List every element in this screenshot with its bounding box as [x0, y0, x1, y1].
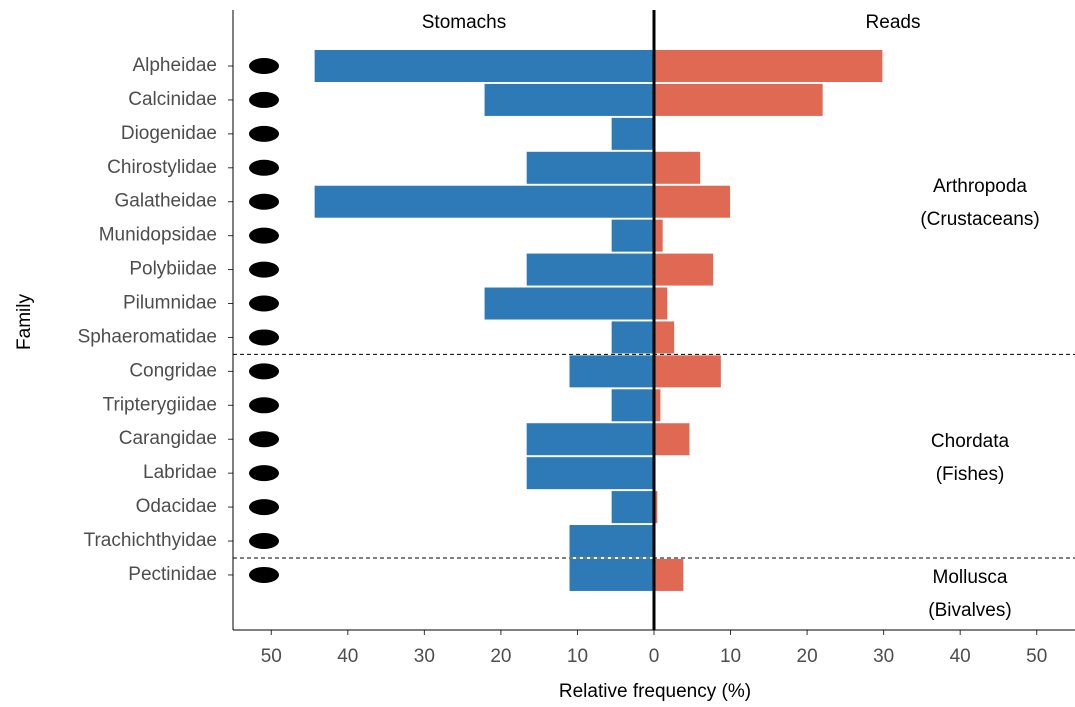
x-tick-label: 50	[1026, 646, 1047, 667]
y-tick-label: Calcinidae	[128, 89, 217, 110]
chart: Relative frequency (%) Family Stomachs Re…	[0, 0, 1075, 707]
bar	[611, 117, 654, 150]
icon	[249, 431, 279, 447]
y-tick-label: Tripterygiidae	[103, 394, 217, 415]
icon	[249, 465, 279, 481]
bar	[569, 355, 654, 388]
bar	[654, 423, 690, 456]
series-header: Stomachs	[422, 12, 506, 33]
group-label: Arthropoda	[933, 176, 1027, 197]
bar	[569, 558, 654, 591]
icon	[249, 126, 279, 142]
icon	[249, 533, 279, 549]
bar	[611, 219, 654, 252]
bar	[654, 50, 883, 83]
bar	[314, 185, 654, 218]
x-tick-label: 30	[873, 646, 894, 667]
icon	[249, 160, 279, 176]
icon	[249, 397, 279, 413]
y-tick-label: Galatheidae	[115, 191, 217, 212]
x-tick-label: 40	[950, 646, 971, 667]
y-axis-label: Family	[14, 294, 35, 350]
x-tick-label: 10	[720, 646, 741, 667]
y-tick-label: Odacidae	[136, 496, 217, 517]
group-label: Chordata	[931, 431, 1010, 452]
y-tick-label: Pectinidae	[128, 564, 217, 585]
y-tick-label: Congridae	[129, 360, 217, 381]
bar	[611, 321, 654, 354]
bar	[654, 355, 721, 388]
icon	[249, 92, 279, 108]
y-tick-label: Chirostylidae	[107, 157, 217, 178]
bar	[611, 389, 654, 422]
y-tick-label: Polybiidae	[129, 259, 217, 280]
icon	[249, 567, 279, 583]
bar	[569, 525, 654, 558]
x-axis-label: Relative frequency (%)	[559, 681, 751, 702]
bar	[314, 50, 654, 83]
group-label: (Fishes)	[936, 464, 1005, 485]
x-tick-label: 10	[567, 646, 588, 667]
bar	[484, 287, 654, 320]
y-tick-label: Sphaeromatidae	[78, 326, 217, 347]
bar	[526, 253, 654, 286]
y-tick-label: Munidopsidae	[99, 225, 217, 246]
group-label: Mollusca	[933, 567, 1008, 588]
icon	[249, 262, 279, 278]
icon	[249, 228, 279, 244]
bar	[654, 287, 668, 320]
y-tick-label: Pilumnidae	[123, 293, 217, 314]
group-label: (Crustaceans)	[920, 209, 1039, 230]
icon	[249, 363, 279, 379]
y-tick-label: Alpheidae	[132, 55, 217, 76]
icon	[249, 194, 279, 210]
bar	[526, 423, 654, 456]
y-tick-label: Diogenidae	[121, 123, 217, 144]
bar	[526, 457, 654, 490]
x-tick-label: 30	[414, 646, 435, 667]
page: {"chart_data": {"type": "diverging-bar",…	[0, 0, 1075, 707]
bar	[654, 321, 675, 354]
x-tick-label: 20	[797, 646, 818, 667]
bar	[484, 83, 654, 116]
icon	[249, 58, 279, 74]
x-tick-label: 40	[337, 646, 358, 667]
bar	[654, 151, 701, 184]
bar	[654, 253, 714, 286]
y-tick-label: Labridae	[143, 462, 217, 483]
group-label: (Bivalves)	[928, 600, 1011, 621]
x-tick-label: 0	[649, 646, 660, 667]
x-tick-label: 20	[490, 646, 511, 667]
y-tick-label: Carangidae	[119, 428, 217, 449]
bar	[654, 558, 684, 591]
bar	[654, 83, 823, 116]
bar	[654, 185, 731, 218]
bar	[611, 491, 654, 524]
icon	[249, 329, 279, 345]
y-tick-label: Trachichthyidae	[84, 530, 217, 551]
icon	[249, 296, 279, 312]
icon	[249, 499, 279, 515]
x-tick-label: 50	[261, 646, 282, 667]
series-header: Reads	[866, 12, 921, 33]
bar	[526, 151, 654, 184]
